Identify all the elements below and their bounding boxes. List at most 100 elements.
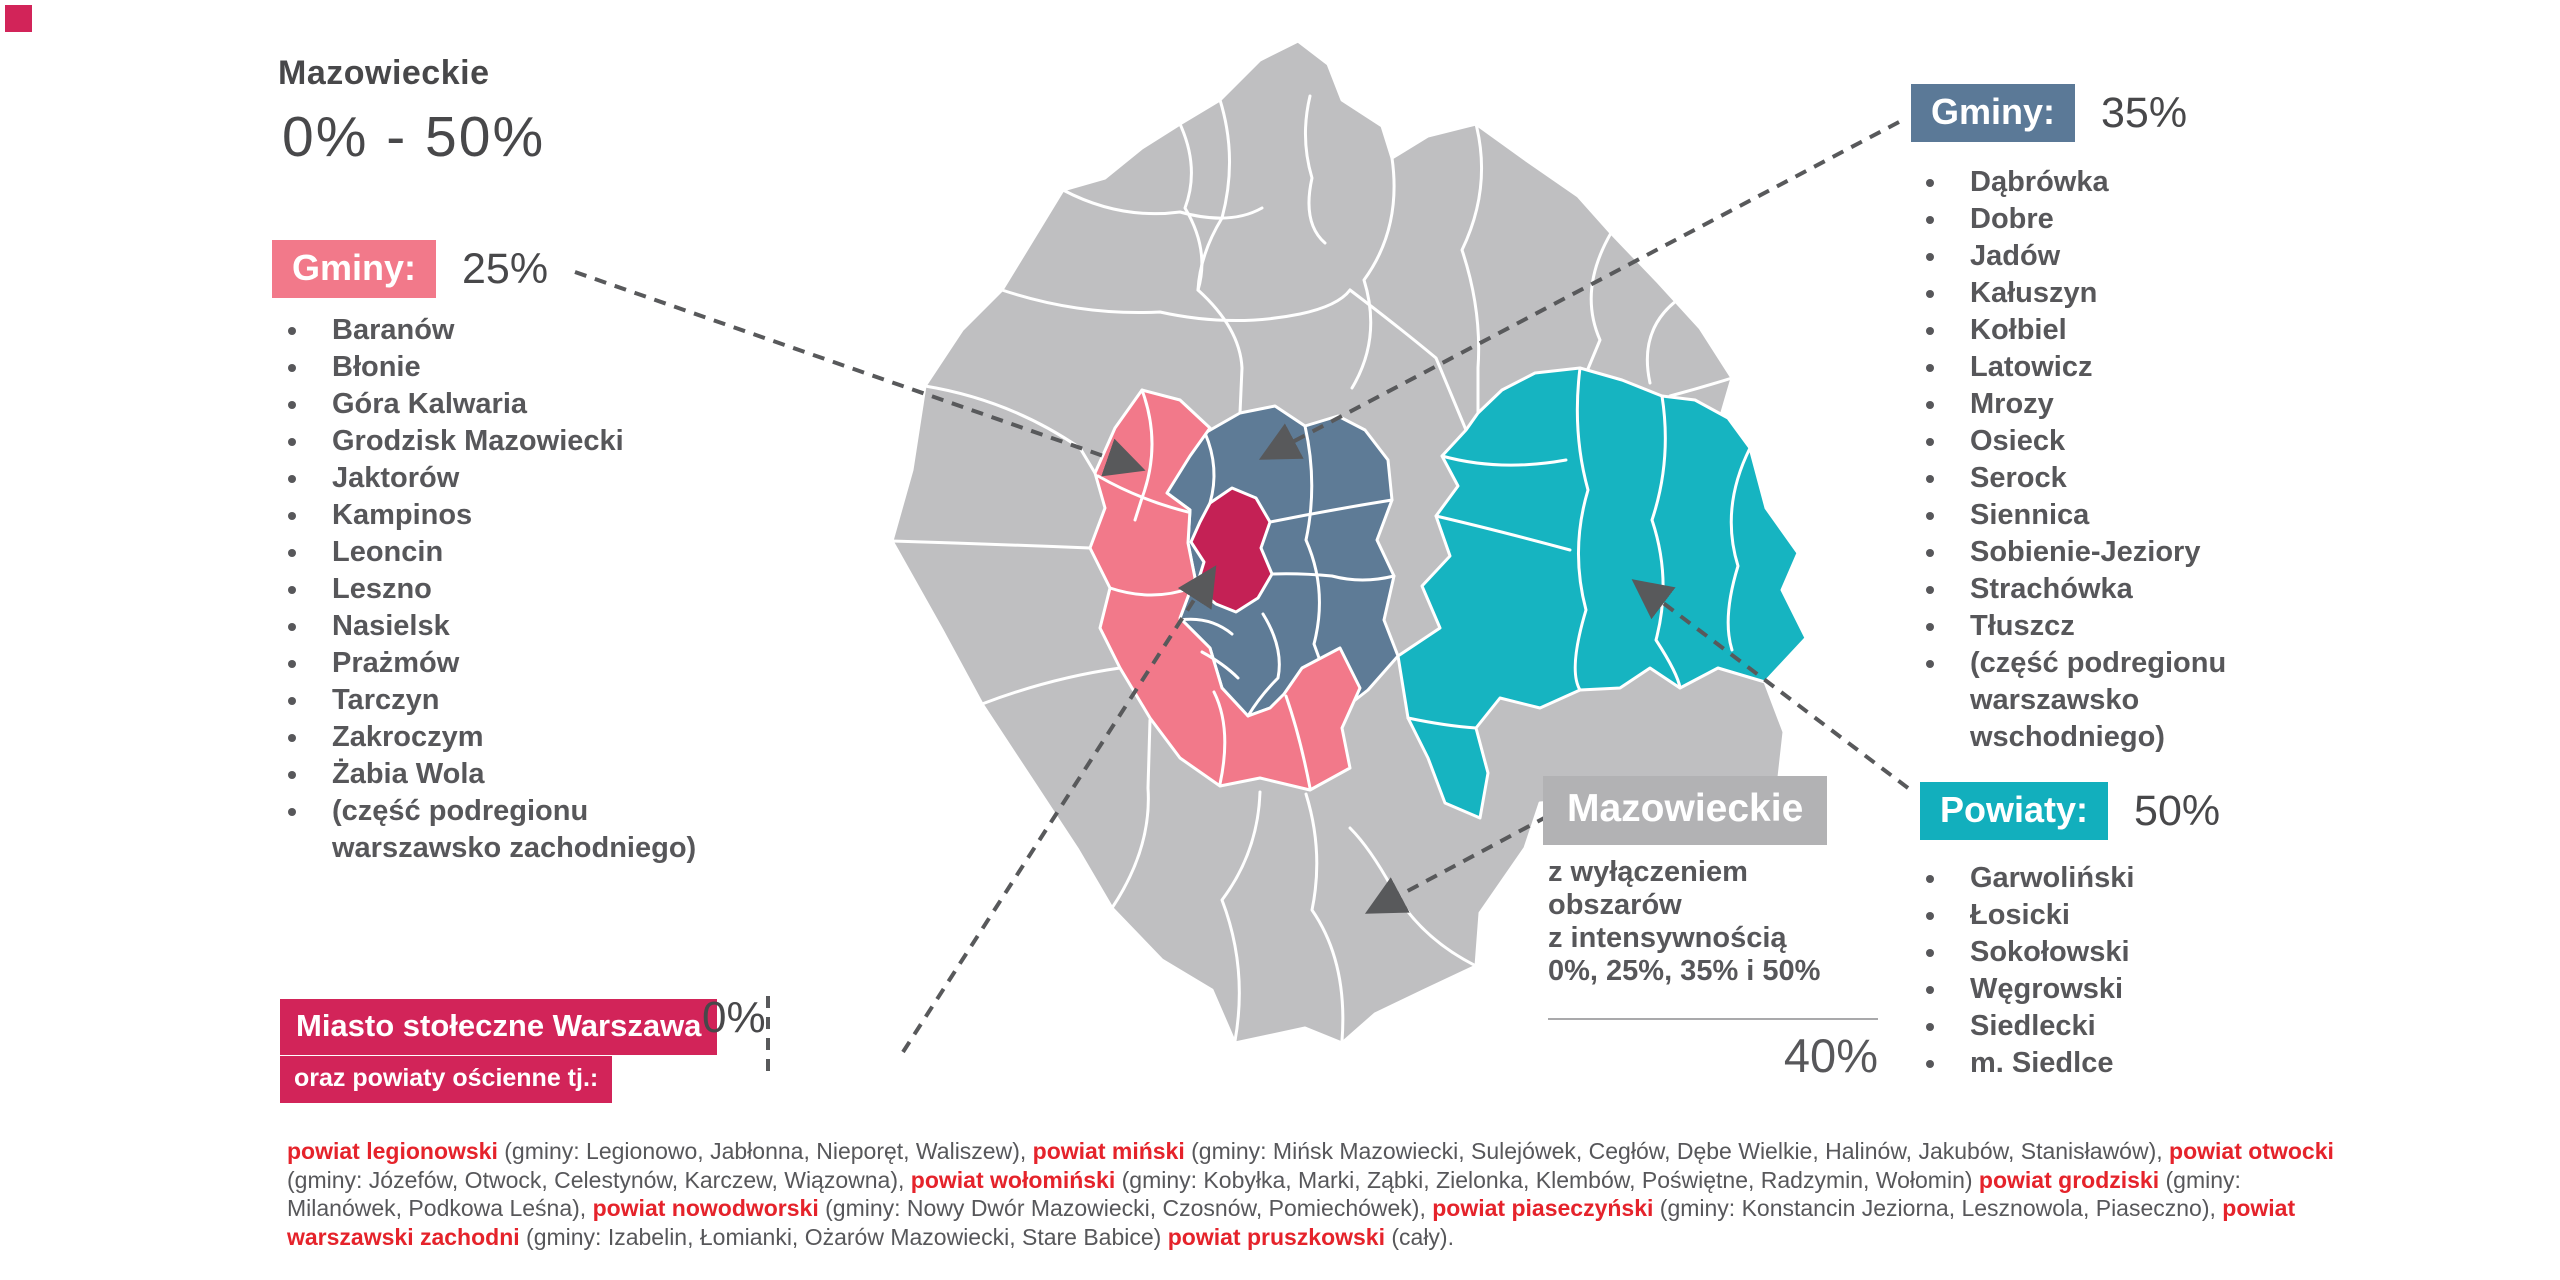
- list-item: Sobienie-Jeziory: [1922, 534, 2292, 571]
- gminy-detail: (gminy: Mińsk Mazowiecki, Sulejówek, Ceg…: [1184, 1138, 2170, 1164]
- powiat-name: powiat miński: [1032, 1138, 1185, 1164]
- bullet-icon: [288, 327, 296, 335]
- list-item-label: m. Siedlce: [1970, 1047, 2114, 1079]
- list-item: (część podregionu warszawsko zachodniego…: [284, 793, 744, 867]
- list-item: Kałuszyn: [1922, 275, 2292, 312]
- list-item-label: Tarczyn: [332, 684, 440, 716]
- zone-50-row: Powiaty: 50%: [1920, 782, 2220, 840]
- list-item-label: Łosicki: [1970, 899, 2070, 931]
- list-item-label: Błonie: [332, 351, 421, 383]
- list-item-label: Jadów: [1970, 240, 2061, 272]
- gminy-detail: (gminy: Milanówek, Podkowa Leśna),: [287, 1166, 2241, 1222]
- list-item: Siennica: [1922, 497, 2292, 534]
- bullet-icon: [1926, 549, 1934, 557]
- powiat-name: powiat wołomiński: [910, 1166, 1116, 1193]
- list-item: Jaktorów: [284, 460, 744, 497]
- bullet-icon: [1926, 875, 1934, 883]
- bullet-icon: [288, 623, 296, 631]
- bullet-icon: [1926, 1060, 1934, 1068]
- gminy-detail: (gminy: Izabelin, Łomianki, Ożarów Mazow…: [519, 1223, 1168, 1250]
- list-item: Kołbiel: [1922, 312, 2292, 349]
- list-item: Sokołowski: [1922, 934, 2242, 971]
- list-item: Jadów: [1922, 238, 2292, 275]
- bullet-icon: [1926, 290, 1934, 298]
- list-item: Grodzisk Mazowiecki: [284, 423, 744, 460]
- zone-0-sublabel-badge: oraz powiaty ościenne tj.:: [280, 1056, 613, 1103]
- list-item: Błonie: [284, 349, 744, 386]
- zone-50-badge: Powiaty:: [1920, 782, 2109, 840]
- bullet-icon: [1926, 364, 1934, 372]
- list-item-label: Siennica: [1970, 499, 2090, 531]
- bullet-icon: [1926, 512, 1934, 520]
- list-item: Tłuszcz: [1922, 608, 2292, 645]
- zone-35-value: 35%: [2101, 88, 2188, 137]
- bullet-icon: [288, 734, 296, 742]
- zone-35-badge: Gminy:: [1911, 84, 2076, 142]
- zone-35-row: Gminy: 35%: [1911, 84, 2187, 142]
- list-item-label: Zakroczym: [332, 721, 484, 753]
- list-item: Baranów: [284, 312, 744, 349]
- list-item: Serock: [1922, 460, 2292, 497]
- bullet-icon: [1926, 438, 1934, 446]
- list-item: Strachówka: [1922, 571, 2292, 608]
- list-item-label: Dobre: [1970, 203, 2054, 235]
- gminy-detail: (gminy: Legionowo, Jabłonna, Nieporęt, W…: [497, 1138, 1033, 1164]
- bullet-icon: [1926, 949, 1934, 957]
- list-item-label: Nasielsk: [332, 610, 450, 642]
- list-item: m. Siedlce: [1922, 1045, 2242, 1082]
- list-item: Zakroczym: [284, 719, 744, 756]
- list-item: Węgrowski: [1922, 971, 2242, 1008]
- list-item-label: Latowicz: [1970, 351, 2093, 383]
- gminy-detail: (gminy: Józefów, Otwock, Celestynów, Kar…: [287, 1166, 911, 1193]
- list-item-label: 0%, 25%, 35% i 50%: [1548, 955, 1821, 987]
- list-item: Dąbrówka: [1922, 164, 2292, 201]
- list-item: Osieck: [1922, 423, 2292, 460]
- bullet-icon: [1926, 475, 1934, 483]
- bullet-icon: [288, 401, 296, 409]
- bullet-icon: [288, 808, 296, 816]
- bullet-icon: [1926, 986, 1934, 994]
- list-item-label: Węgrowski: [1970, 973, 2124, 1005]
- zone-40-badge: Mazowieckie: [1543, 776, 1828, 845]
- powiat-name: powiat nowodworski: [592, 1195, 819, 1221]
- list-item-label: Garwoliński: [1970, 862, 2135, 894]
- list-item: Prażmów: [284, 645, 744, 682]
- list-item-label: Strachówka: [1970, 573, 2133, 605]
- bullet-icon: [1926, 660, 1934, 668]
- list-item-label: Siedlecki: [1970, 1010, 2096, 1042]
- list-item-label: Tłuszcz: [1970, 610, 2075, 642]
- bullet-icon: [288, 438, 296, 446]
- list-item-label: Kampinos: [332, 499, 473, 531]
- zone-25-value: 25%: [462, 244, 549, 293]
- list-item: Nasielsk: [284, 608, 744, 645]
- powiat-name: powiat piaseczyński: [1432, 1195, 1654, 1221]
- list-item: Żabia Wola: [284, 756, 744, 793]
- zone-0-warsaw-badge: Miasto stołeczne Warszawa: [280, 999, 718, 1055]
- list-item-label: Żabia Wola: [332, 758, 485, 790]
- gminy-detail: (gminy: Nowy Dwór Mazowiecki, Czosnów, P…: [818, 1195, 1433, 1221]
- list-item-label: Serock: [1970, 462, 2067, 494]
- zone-35-gminy-list: Dąbrówka Dobre Jadów Kałuszyn Kołbiel Latowic…: [1922, 164, 2292, 756]
- corner-accent: [5, 5, 32, 32]
- intensity-range: 0% - 50%: [282, 105, 546, 169]
- powiat-name: powiat pruszkowski: [1167, 1223, 1385, 1250]
- bullet-icon: [288, 512, 296, 520]
- bullet-icon: [1926, 216, 1934, 224]
- bullet-icon: [288, 771, 296, 779]
- list-item-label: Kałuszyn: [1970, 277, 2098, 309]
- bullet-icon: [1926, 586, 1934, 594]
- list-item: Leoncin: [284, 534, 744, 571]
- list-item: z wyłączeniem: [1548, 856, 1820, 889]
- list-item-label: Grodzisk Mazowiecki: [332, 425, 624, 457]
- powiat-name: powiat otwocki: [2169, 1138, 2334, 1164]
- bullet-icon: [1926, 327, 1934, 335]
- powiat-name: powiat grodziski: [1978, 1166, 2160, 1193]
- zone-50-powiaty-list: Garwoliński Łosicki Sokołowski Węgrowski Sie…: [1922, 860, 2242, 1082]
- list-item-label: Sokołowski: [1970, 936, 2130, 968]
- zone-40-description: z wyłączeniem obszarów z intensywnością 0%,…: [1548, 856, 1820, 988]
- list-item-label: (część podregionu warszawsko zachodniego…: [332, 795, 697, 864]
- list-item: z intensywnością: [1548, 922, 1820, 955]
- list-item: Kampinos: [284, 497, 744, 534]
- list-item: Tarczyn: [284, 682, 744, 719]
- zone-25-row: Gminy: 25%: [272, 240, 548, 298]
